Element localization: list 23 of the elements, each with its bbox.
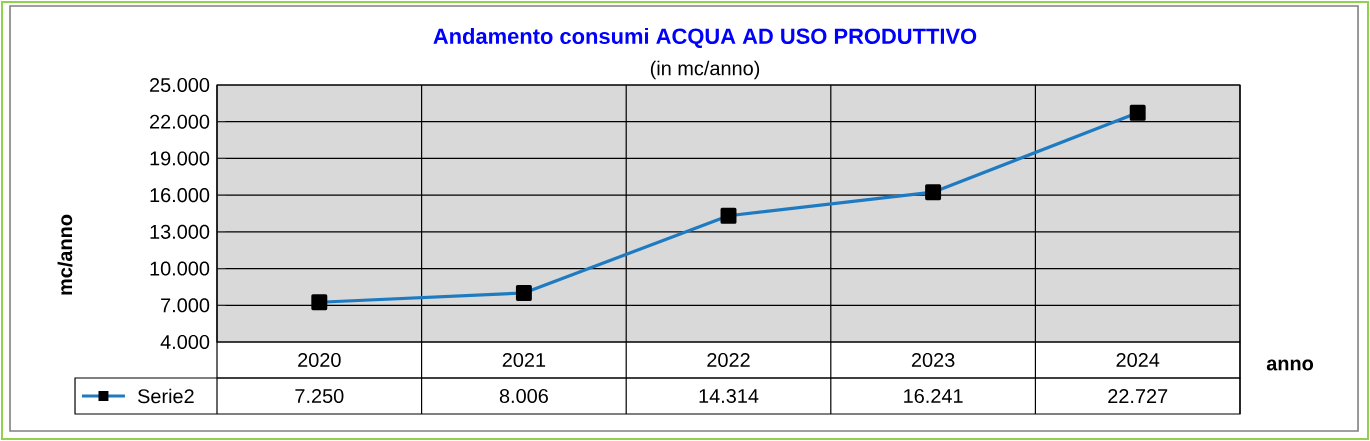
- x-tick-label: 2022: [707, 352, 750, 368]
- y-tick-label: 4.000: [160, 334, 210, 350]
- x-tick-label: 2023: [911, 352, 955, 368]
- x-tick-label: 2024: [1116, 352, 1160, 368]
- y-tick-label: 10.000: [150, 261, 210, 276]
- y-tick-label: 16.000: [150, 188, 210, 203]
- y-tick-label: 22.000: [150, 114, 210, 129]
- data-label: 7.250: [295, 388, 344, 404]
- y-tick-label: 7.000: [161, 298, 210, 313]
- data-label: 8.006: [499, 388, 548, 404]
- x-tick-label: 2021: [502, 352, 546, 368]
- x-tick-label: 2020: [298, 352, 341, 368]
- y-axis-title: mc/anno: [57, 214, 73, 295]
- legend-label: Serie2: [137, 388, 194, 404]
- y-tick-label: 13.000: [150, 224, 210, 239]
- y-tick-label: 19.000: [150, 151, 210, 166]
- data-label: 14.314: [699, 388, 759, 404]
- data-label: 16.241: [904, 388, 963, 404]
- data-label: 22.727: [1108, 389, 1168, 403]
- chart-title: Andamento consumi ACQUA AD USO PRODUTTIVO: [433, 27, 977, 49]
- chart-subtitle: (in mc/anno): [650, 60, 760, 80]
- x-axis-title: anno: [1266, 359, 1314, 371]
- y-tick-label: 25.000: [150, 77, 210, 93]
